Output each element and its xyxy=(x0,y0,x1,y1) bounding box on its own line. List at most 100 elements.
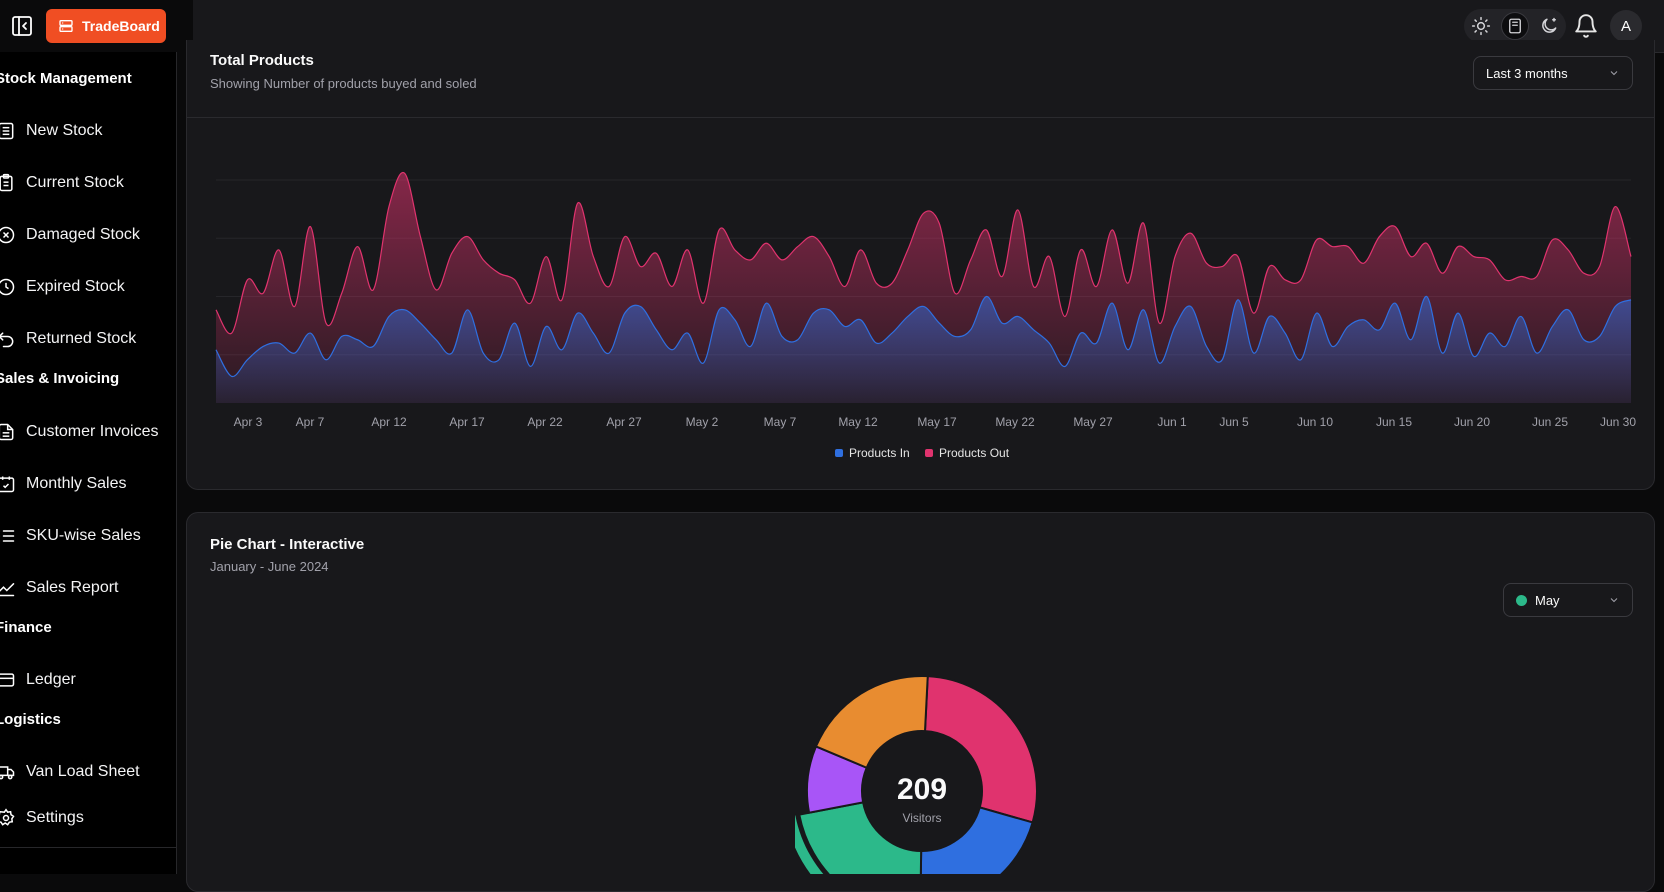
sidebar-item-damaged-stock[interactable]: Damaged Stock xyxy=(0,221,140,249)
month-select-value: May xyxy=(1535,592,1560,608)
book-icon xyxy=(1509,18,1521,34)
sidebar-item-customer-invoices[interactable]: Customer Invoices xyxy=(0,418,159,446)
sidebar-item-label: Customer Invoices xyxy=(26,423,159,440)
series-products-out-line xyxy=(215,171,1632,335)
sidebar-item-label: Damaged Stock xyxy=(26,226,140,243)
sidebar-item-new-stock[interactable]: New Stock xyxy=(0,117,102,145)
x-tick-label: Jun 30 xyxy=(1600,415,1636,429)
legend-swatch xyxy=(835,449,843,457)
sidebar-item-monthly-sales[interactable]: Monthly Sales xyxy=(0,470,127,498)
sidebar-item-label: Ledger xyxy=(26,671,76,688)
pie-chart: 209 Visitors xyxy=(795,675,1038,874)
sidebar-item-label: Settings xyxy=(26,809,84,826)
sidebar-item-label: New Stock xyxy=(26,122,103,139)
x-tick-label: May 22 xyxy=(995,415,1035,429)
truck-icon xyxy=(0,766,15,780)
sidebar-item-label: Monthly Sales xyxy=(26,475,127,492)
sidebar-item-expired-stock[interactable]: Expired Stock xyxy=(0,273,125,301)
sidebar-item-settings[interactable]: Settings xyxy=(0,804,84,832)
pie-active-ring xyxy=(795,815,824,874)
month-color-dot xyxy=(1516,594,1527,606)
undo-icon xyxy=(0,332,14,348)
x-tick-label: Jun 1 xyxy=(1157,415,1187,429)
sidebar-item-sku-wise-sales[interactable]: SKU-wise Sales xyxy=(0,522,141,550)
sidebar-heading-sales-invoicing: Sales & Invoicing xyxy=(0,370,120,387)
legend-label: Products Out xyxy=(939,446,1010,460)
x-tick-label: Apr 17 xyxy=(449,415,485,429)
pie-center xyxy=(862,731,982,851)
legend-label: Products In xyxy=(849,446,910,460)
receipt-icon xyxy=(0,122,14,140)
wallet-icon xyxy=(0,673,15,687)
sidebar-item-label: Returned Stock xyxy=(26,330,137,347)
sidebar-toggle-icon[interactable] xyxy=(10,14,34,38)
clock-icon xyxy=(0,278,15,296)
x-tick-label: May 17 xyxy=(917,415,957,429)
x-tick-label: Apr 12 xyxy=(371,415,407,429)
sidebar-item-label: Sales Report xyxy=(26,579,119,596)
theme-switcher xyxy=(1464,9,1566,43)
legend-products-in: Products In xyxy=(835,446,910,460)
x-tick-label: Jun 25 xyxy=(1532,415,1568,429)
sidebar-item-van-load-sheet[interactable]: Van Load Sheet xyxy=(0,758,140,786)
card-subtitle: January - June 2024 xyxy=(210,559,329,574)
area-chart: Apr 3 Apr 7 Apr 12 Apr 17 Apr 22 Apr 27 May 2 M… xyxy=(215,171,1636,429)
range-select-value: Last 3 months xyxy=(1486,65,1568,81)
sidebar-item-label: Van Load Sheet xyxy=(26,763,140,780)
card-title: Pie Chart - Interactive xyxy=(210,536,365,553)
moon-icon xyxy=(1542,17,1557,33)
pie-slice-1[interactable] xyxy=(919,806,1034,874)
sidebar-item-label: Current Stock xyxy=(26,174,124,191)
pie-center-label: Visitors xyxy=(902,811,941,825)
sidebar-item-label: SKU-wise Sales xyxy=(26,527,141,544)
x-tick-label: Apr 7 xyxy=(296,415,325,429)
sidebar-item-returned-stock[interactable]: Returned Stock xyxy=(0,325,136,353)
brand-button[interactable]: TradeBoard xyxy=(46,9,166,43)
bell-icon[interactable] xyxy=(1573,13,1599,39)
x-tick-label: Jun 20 xyxy=(1454,415,1490,429)
month-select[interactable]: May xyxy=(1503,583,1633,617)
sidebar-item-current-stock[interactable]: Current Stock xyxy=(0,169,124,197)
x-tick-label: May 7 xyxy=(764,415,797,429)
store-icon xyxy=(59,20,73,32)
pie-center-value: 209 xyxy=(897,773,947,806)
x-tick-label: May 27 xyxy=(1073,415,1113,429)
chevron-down-icon xyxy=(1610,71,1618,76)
dark-theme-button[interactable] xyxy=(1535,12,1563,40)
legend-products-out: Products Out xyxy=(925,446,1009,460)
avatar[interactable]: A xyxy=(1610,10,1642,42)
card-title: Total Products xyxy=(210,52,314,69)
sidebar-heading-stock-management: Stock Management xyxy=(0,70,132,87)
series-products-in-area xyxy=(216,296,1631,403)
sidebar-item-sales-report[interactable]: Sales Report xyxy=(0,574,119,602)
x-tick-label: Jun 5 xyxy=(1219,415,1249,429)
list-icon xyxy=(0,530,15,542)
clipboard-icon xyxy=(0,173,13,192)
x-tick-label: Jun 10 xyxy=(1297,415,1333,429)
x-tick-label: Apr 27 xyxy=(606,415,642,429)
chevron-down-icon xyxy=(1610,598,1618,603)
light-theme-button[interactable] xyxy=(1467,12,1495,40)
file-icon xyxy=(0,423,14,441)
sidebar-heading-logistics: Logistics xyxy=(0,711,61,728)
x-tick-label: May 2 xyxy=(686,415,719,429)
sidebar-heading-finance: Finance xyxy=(0,619,52,636)
x-tick-label: Apr 22 xyxy=(527,415,563,429)
sidebar: Stock Management New Stock Current Stock… xyxy=(0,52,177,874)
calendar-check-icon xyxy=(0,476,15,493)
x-tick-label: Apr 3 xyxy=(234,415,263,429)
legend-swatch xyxy=(925,449,933,457)
trend-icon xyxy=(0,583,15,597)
x-tick-label: Jun 15 xyxy=(1376,415,1412,429)
card-divider xyxy=(186,117,1655,118)
x-tick-label: May 12 xyxy=(838,415,878,429)
card-subtitle: Showing Number of products buyed and sol… xyxy=(210,76,477,91)
system-theme-button[interactable] xyxy=(1501,12,1529,40)
series-products-in-line xyxy=(215,295,1632,377)
gear-icon xyxy=(0,808,15,826)
range-select[interactable]: Last 3 months xyxy=(1473,56,1633,90)
sidebar-item-ledger[interactable]: Ledger xyxy=(0,666,76,694)
x-circle-icon xyxy=(0,226,15,244)
sidebar-item-label: Expired Stock xyxy=(26,278,125,295)
brand-label: TradeBoard xyxy=(82,18,160,34)
